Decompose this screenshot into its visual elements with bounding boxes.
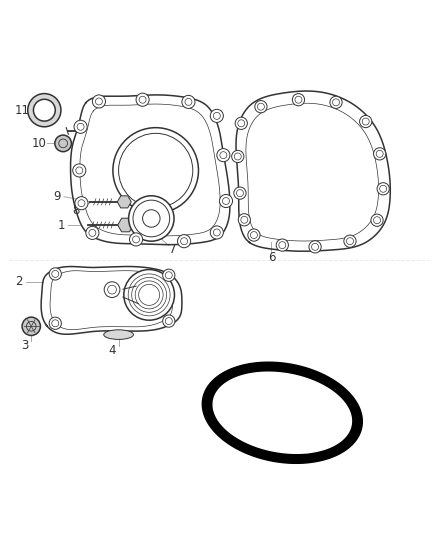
Circle shape: [344, 235, 356, 247]
Text: 10: 10: [32, 137, 46, 150]
Text: 8: 8: [72, 204, 79, 217]
Circle shape: [234, 187, 246, 199]
Circle shape: [235, 117, 247, 130]
Circle shape: [22, 317, 40, 335]
Text: 4: 4: [108, 344, 116, 357]
Circle shape: [104, 282, 120, 297]
Ellipse shape: [104, 330, 134, 340]
Circle shape: [74, 120, 87, 133]
Circle shape: [210, 109, 223, 123]
Text: 2: 2: [15, 275, 23, 288]
Polygon shape: [202, 362, 362, 463]
Circle shape: [238, 214, 251, 226]
Circle shape: [28, 94, 61, 127]
Circle shape: [177, 235, 191, 248]
Circle shape: [55, 135, 71, 152]
Circle shape: [129, 196, 174, 241]
Circle shape: [374, 148, 386, 160]
Circle shape: [49, 268, 61, 280]
Circle shape: [182, 95, 195, 108]
Circle shape: [330, 96, 342, 108]
Circle shape: [124, 270, 174, 320]
Circle shape: [292, 94, 304, 106]
Circle shape: [49, 317, 61, 329]
Circle shape: [219, 195, 233, 207]
Circle shape: [360, 116, 372, 128]
Circle shape: [248, 229, 260, 241]
Text: 1: 1: [58, 219, 66, 231]
Circle shape: [86, 227, 99, 239]
Polygon shape: [41, 266, 182, 334]
Circle shape: [377, 183, 389, 195]
Circle shape: [210, 226, 223, 239]
Text: 5: 5: [303, 444, 310, 457]
Polygon shape: [236, 91, 390, 251]
Circle shape: [276, 239, 288, 251]
Circle shape: [113, 128, 198, 213]
Circle shape: [371, 214, 383, 227]
Circle shape: [33, 99, 55, 121]
Circle shape: [162, 269, 175, 281]
Polygon shape: [71, 95, 230, 245]
Circle shape: [217, 149, 230, 161]
Circle shape: [309, 241, 321, 253]
Circle shape: [162, 315, 175, 327]
Text: 3: 3: [21, 338, 28, 352]
Circle shape: [232, 150, 244, 163]
Circle shape: [75, 197, 88, 210]
Circle shape: [136, 93, 149, 106]
Circle shape: [255, 101, 267, 113]
Text: 7: 7: [170, 243, 177, 255]
Circle shape: [92, 95, 106, 108]
Circle shape: [130, 233, 143, 246]
Text: 6: 6: [268, 251, 275, 264]
Circle shape: [73, 164, 86, 177]
Text: 11: 11: [15, 104, 30, 117]
Polygon shape: [213, 372, 351, 454]
Text: 9: 9: [54, 190, 61, 203]
